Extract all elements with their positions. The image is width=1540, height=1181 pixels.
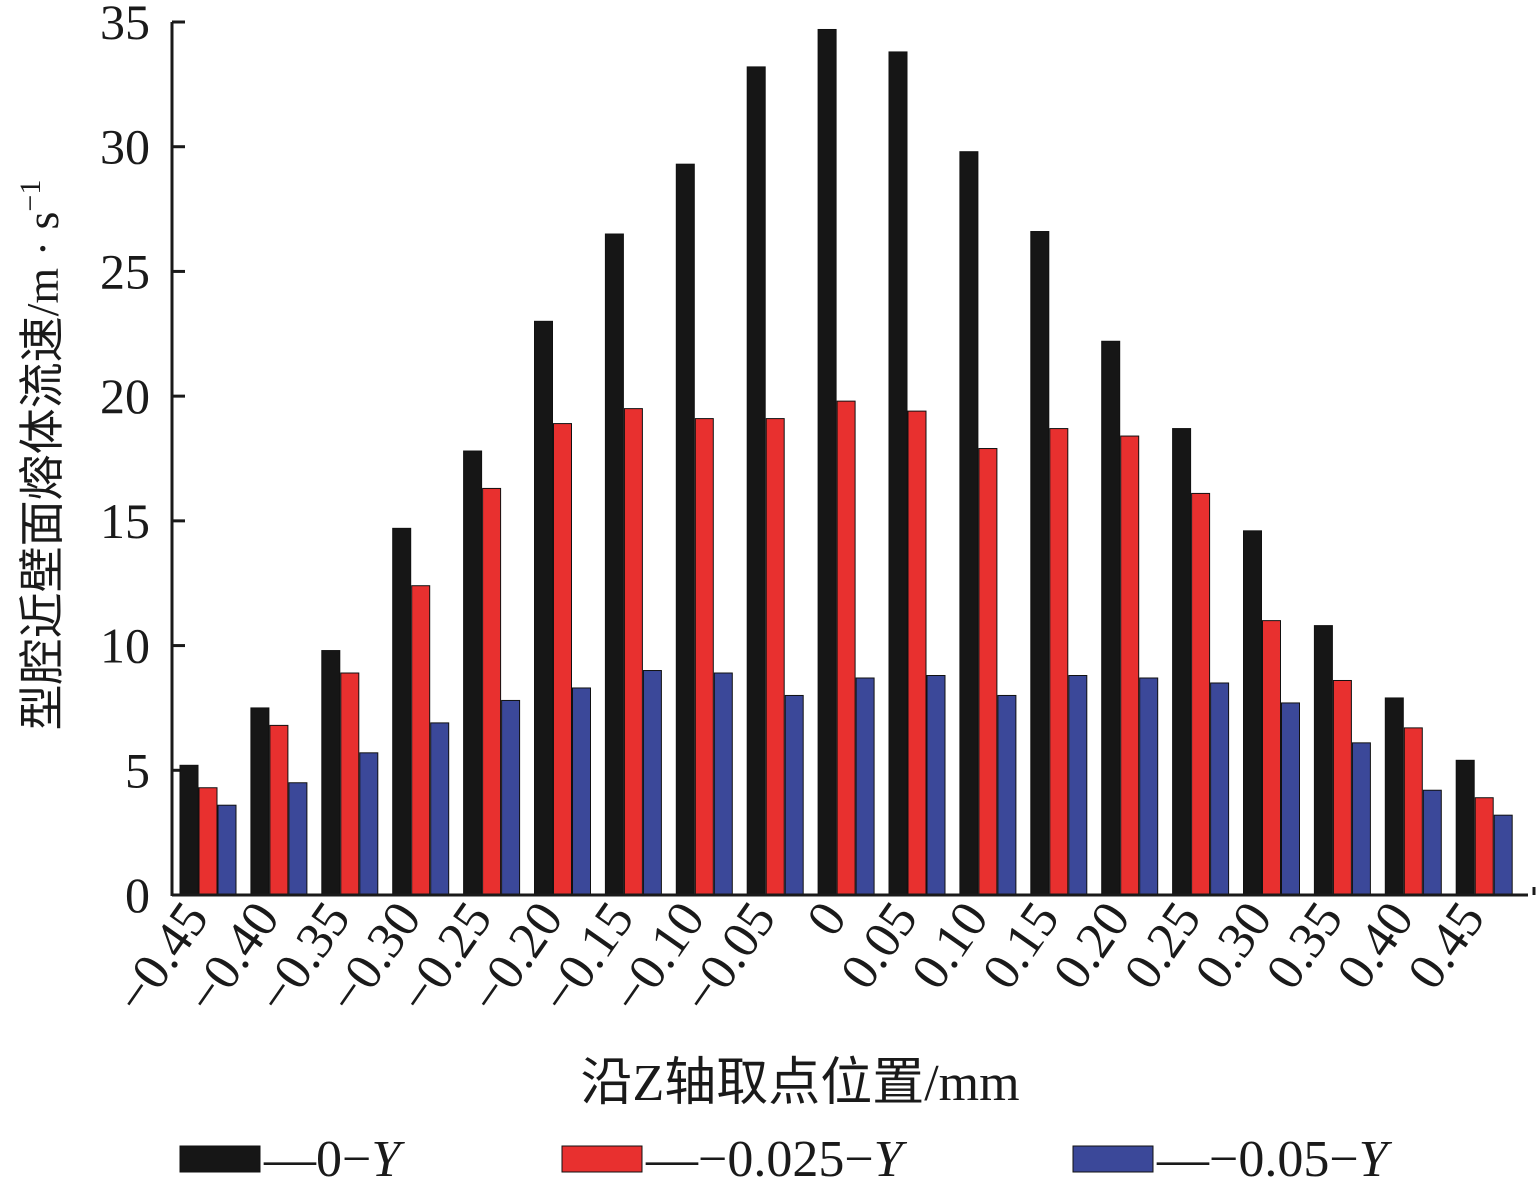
y-tick-label: 10 <box>100 618 150 674</box>
bar-0-1 <box>250 707 270 896</box>
bar--0.025-18 <box>1474 797 1494 896</box>
bar-0-16 <box>1313 625 1333 896</box>
bar-0-18 <box>1455 759 1475 896</box>
bar--0.05-0 <box>217 804 237 896</box>
x-tick-label: 0.30 <box>1184 892 1283 999</box>
bar--0.025-10 <box>907 410 927 896</box>
bar--0.05-16 <box>1351 742 1371 896</box>
bar--0.05-7 <box>713 672 733 896</box>
bar--0.05-3 <box>430 722 450 896</box>
bar--0.05-14 <box>1210 682 1230 896</box>
bar-0-7 <box>675 163 695 896</box>
legend-label-0: —0−Y <box>263 1131 405 1181</box>
bar--0.05-15 <box>1281 702 1300 896</box>
y-tick-label: 30 <box>100 119 150 175</box>
x-axis: −0.45−0.40−0.35−0.30−0.25−0.20−0.15−0.10… <box>104 887 1536 1023</box>
legend-swatch-0 <box>179 1145 261 1173</box>
bar--0.025-14 <box>1191 492 1211 896</box>
y-tick-label: 20 <box>100 368 150 424</box>
bar--0.05-9 <box>855 677 875 896</box>
bar--0.025-13 <box>1120 435 1140 896</box>
y-tick-label: 35 <box>100 0 150 50</box>
x-tick-label: 0.35 <box>1255 892 1354 999</box>
bar-0-2 <box>321 650 341 896</box>
bar--0.05-13 <box>1139 677 1159 896</box>
x-tick-label: 0.15 <box>972 892 1071 999</box>
bar-0-10 <box>888 51 908 896</box>
bar--0.025-16 <box>1332 679 1352 896</box>
bar-0-15 <box>1243 530 1262 896</box>
bar--0.025-15 <box>1262 620 1281 896</box>
bar--0.025-2 <box>340 672 360 896</box>
y-axis-title-main: 型腔近壁面熔体流速/m · s <box>17 212 68 731</box>
bar--0.025-11 <box>978 448 998 896</box>
y-tick-label: 15 <box>100 493 150 549</box>
bar--0.05-8 <box>784 694 804 896</box>
bar-0-0 <box>179 764 199 896</box>
x-tick-label: 0.45 <box>1397 892 1496 999</box>
y-tick-label: 25 <box>100 243 150 299</box>
bar--0.05-5 <box>572 687 591 896</box>
bar-0-8 <box>746 66 766 896</box>
legend: —0−Y —−0.025−Y —−0.05−Y <box>179 1131 1393 1181</box>
legend-label--0.025: —−0.025−Y <box>645 1131 908 1181</box>
bar-0-3 <box>392 527 412 896</box>
bar-0-14 <box>1172 428 1192 896</box>
bar--0.025-9 <box>836 400 856 896</box>
bars <box>179 28 1513 896</box>
bar-0-6 <box>604 233 624 896</box>
bar--0.025-7 <box>694 418 714 896</box>
bar-0-5 <box>534 320 553 896</box>
bar-0-12 <box>1030 231 1050 896</box>
bar--0.025-0 <box>198 787 218 896</box>
legend-swatch--0.025 <box>561 1145 643 1173</box>
bar--0.025-3 <box>411 585 431 896</box>
legend-swatch--0.05 <box>1072 1145 1154 1173</box>
bar--0.025-12 <box>1049 428 1069 896</box>
bar--0.05-4 <box>501 699 521 896</box>
x-tick-label: 0.25 <box>1114 892 1213 999</box>
x-tick-label: 0 <box>796 892 858 946</box>
bar--0.025-17 <box>1403 727 1423 896</box>
y-tick-label: 0 <box>125 867 150 923</box>
bar--0.05-1 <box>288 782 308 896</box>
bar-0-4 <box>463 450 483 896</box>
bar--0.025-1 <box>269 724 289 896</box>
x-tick-label: 0.10 <box>901 892 1000 999</box>
x-axis-title: 沿Z轴取点位置/mm <box>580 1055 1019 1112</box>
bar--0.05-17 <box>1422 789 1442 896</box>
y-axis: 0 5 10 15 20 25 30 35 <box>100 0 185 923</box>
x-tick-label: 0.05 <box>830 892 929 999</box>
bar-0-13 <box>1101 340 1121 896</box>
bar-0-11 <box>959 151 979 896</box>
legend-label--0.05: —−0.05−Y <box>1156 1131 1393 1181</box>
bar--0.025-8 <box>765 418 785 896</box>
bar-0-9 <box>817 28 837 896</box>
bar--0.05-18 <box>1493 814 1513 896</box>
y-axis-title: 型腔近壁面熔体流速/m · s−1 <box>14 180 68 731</box>
y-axis-title-superscript: −1 <box>14 180 47 212</box>
x-tick-label: 0.20 <box>1043 892 1142 999</box>
bar--0.05-11 <box>997 694 1017 896</box>
y-tick-label: 5 <box>125 742 150 798</box>
bar--0.05-6 <box>642 670 662 896</box>
bar-0-17 <box>1384 697 1404 896</box>
bar--0.025-4 <box>482 487 502 896</box>
bar--0.05-12 <box>1068 675 1088 896</box>
x-tick-label: 0.40 <box>1326 892 1425 999</box>
bar--0.025-5 <box>553 423 572 896</box>
bar--0.05-2 <box>359 752 379 896</box>
bar--0.025-6 <box>623 408 643 896</box>
bar--0.05-10 <box>926 675 946 896</box>
